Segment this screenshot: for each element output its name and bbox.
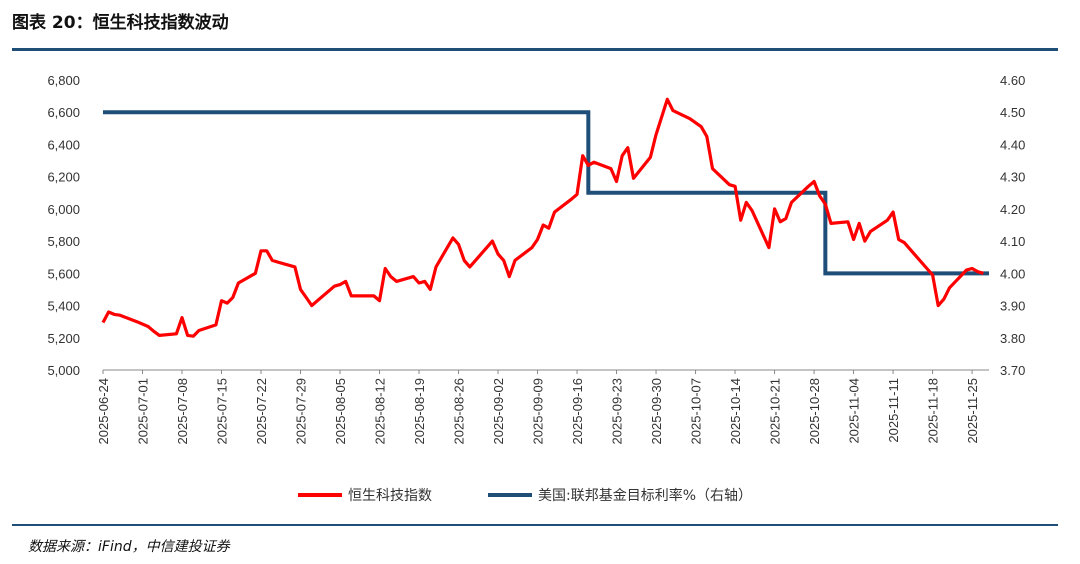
right-axis-tick-label: 4.40 <box>1000 137 1025 152</box>
right-axis-tick-label: 4.10 <box>1000 234 1025 249</box>
x-axis-tick-label: 2025-11-04 <box>847 378 862 444</box>
chart-canvas: 5,000 5,200 5,400 5,600 5,800 6,000 6,200 6,400… <box>47 73 1025 504</box>
x-axis-tick-label: 2025-09-02 <box>491 378 506 445</box>
right-axis-tick-label: 4.60 <box>1000 73 1025 88</box>
x-axis-tick-label: 2025-11-25 <box>965 378 980 444</box>
bottom-divider <box>12 524 1058 526</box>
x-axis-tick-label: 2025-07-08 <box>175 378 190 445</box>
left-axis-tick-label: 5,200 <box>47 331 80 346</box>
x-axis-tick-label: 2025-08-19 <box>412 378 427 445</box>
x-axis-tick-label: 2025-10-28 <box>807 378 822 445</box>
left-axis-tick-label: 6,200 <box>47 170 80 185</box>
right-axis-tick-label: 4.50 <box>1000 105 1025 120</box>
x-axis-tick-label: 2025-07-29 <box>294 378 309 445</box>
right-axis: 3.70 3.80 3.90 4.00 4.10 4.20 4.30 4.40 4.50 4.60 <box>1000 73 1025 378</box>
series-layer <box>101 97 989 338</box>
legend-label-fed-rate: 美国:联邦基金目标利率%（右轴） <box>538 487 752 504</box>
source-note: 数据来源：iFind，中信建投证券 <box>28 539 230 555</box>
right-axis-tick-label: 4.30 <box>1000 170 1025 185</box>
right-axis-tick-label: 3.70 <box>1000 363 1025 378</box>
x-axis-tick-label: 2025-07-15 <box>215 378 230 445</box>
x-axis-tick-label: 2025-11-11 <box>886 378 901 443</box>
fed-funds-rate-line <box>103 110 989 276</box>
x-axis-tick-label: 2025-08-26 <box>452 378 467 445</box>
x-axis-tick-label: 2025-10-21 <box>768 378 783 445</box>
right-axis-tick-label: 4.20 <box>1000 202 1025 217</box>
chart-title: 图表 20：恒生科技指数波动 <box>12 13 229 33</box>
left-axis-tick-label: 6,400 <box>47 137 80 152</box>
top-divider <box>12 48 1058 51</box>
right-axis-tick-label: 3.80 <box>1000 331 1025 346</box>
x-axis-tick-label: 2025-11-18 <box>926 378 941 444</box>
x-axis-tick-label: 2025-10-07 <box>689 378 704 445</box>
x-axis-tick-label: 2025-09-30 <box>649 378 664 445</box>
legend: 恒生科技指数 美国:联邦基金目标利率%（右轴） <box>298 487 752 504</box>
x-axis-tick-label: 2025-09-16 <box>570 378 585 445</box>
left-axis-tick-label: 6,600 <box>47 105 80 120</box>
x-axis-tick-label: 2025-08-05 <box>333 378 348 445</box>
left-axis: 5,000 5,200 5,400 5,600 5,800 6,000 6,200 6,400… <box>47 73 80 378</box>
left-axis-tick-label: 5,000 <box>47 363 80 378</box>
left-axis-tick-label: 5,400 <box>47 299 80 314</box>
right-axis-tick-label: 4.00 <box>1000 266 1025 281</box>
hstech-index-line <box>101 97 984 338</box>
x-axis-tick-label: 2025-09-23 <box>610 378 625 445</box>
right-axis-tick-label: 3.90 <box>1000 299 1025 314</box>
x-axis-tick-label: 2025-07-01 <box>136 378 151 445</box>
x-axis-tick-label: 2025-09-09 <box>531 378 546 445</box>
x-axis-tick-label: 2025-07-22 <box>254 378 269 445</box>
x-axis: 2025-06-24 2025-07-01 2025-07-08 2025-07-15… <box>96 369 989 445</box>
left-axis-tick-label: 6,000 <box>47 202 80 217</box>
left-axis-tick-label: 5,800 <box>47 234 80 249</box>
left-axis-tick-label: 6,800 <box>47 73 80 88</box>
x-axis-tick-label: 2025-10-14 <box>728 378 743 445</box>
x-axis-tick-label: 2025-06-24 <box>96 378 111 445</box>
x-axis-tick-label: 2025-08-12 <box>373 378 388 445</box>
left-axis-tick-label: 5,600 <box>47 266 80 281</box>
legend-label-hstech: 恒生科技指数 <box>348 488 432 504</box>
